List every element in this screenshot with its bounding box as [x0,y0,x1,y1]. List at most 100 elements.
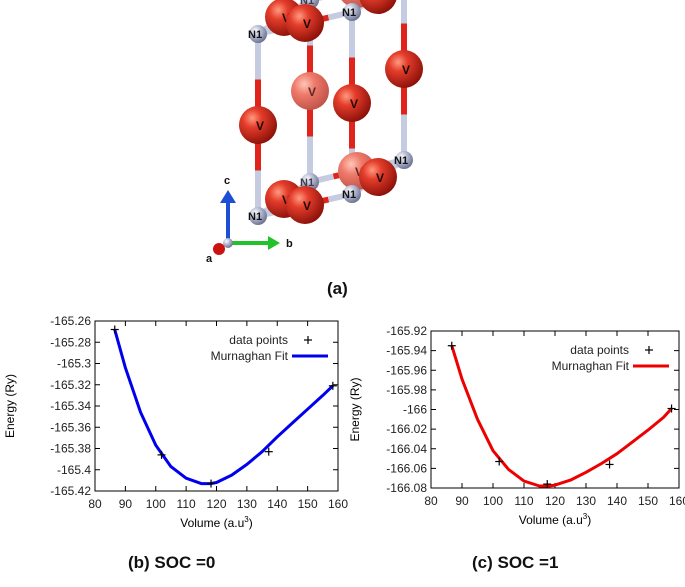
nitrogen-atom: N1 [248,25,267,43]
atom-label: V [376,0,384,3]
y-tick-label: -165.98 [386,383,427,397]
data-point [495,457,504,466]
atom-label: V [402,63,410,77]
data-point [328,381,337,390]
x-axis-label: Volume (a.u3) [519,512,592,527]
plot-soc0: -165.26 -165.28 -165.3 -165.32 -165.34 -165.3… [3,314,348,530]
vanadium-atom: V [359,158,397,196]
x-tick-label: 140 [607,494,627,508]
legend-label-fit: Murnaghan Fit [552,359,630,373]
x-tick-label: 80 [88,497,102,511]
atom-label: V [282,11,290,25]
nitrogen-atom: N1 [394,151,413,169]
data-point [157,450,166,459]
caption-a: (a) [327,279,348,298]
atom-label: V [376,171,384,185]
atom-label: N1 [300,177,314,189]
nitrogen-atom: N1 [342,3,361,21]
plot-border [94,320,339,492]
data-point [543,480,552,489]
y-tick-label: -165.36 [50,420,91,434]
fit-curve [113,329,334,486]
y-ticks: -165.92 -165.94 -165.96 -165.98 -166 -166.02 -… [386,324,679,495]
y-tick-label: -165.42 [50,484,91,498]
y-tick-label: -166.08 [386,481,427,495]
x-tick-label: 90 [455,494,469,508]
x-tick-label: 160 [669,494,685,508]
crystal-atoms: N1VN1VVN1VN1VVVVN1VN1VVN1VN1 [239,0,423,225]
x-tick-label: 140 [267,497,287,511]
x-tick-label: 100 [483,494,503,508]
plot-frame [430,330,680,489]
vanadium-atom: V [333,84,371,122]
legend-label-data-points: data points [570,343,629,357]
data-point [264,447,273,456]
nitrogen-atom: N1 [248,207,267,225]
y-tick-label: -166.04 [386,442,427,456]
legend: data points Murnaghan Fit [552,343,669,373]
x-tick-label: 150 [638,494,658,508]
x-tick-label: 110 [514,494,533,508]
legend-marker-data-points [645,346,653,354]
data-point [110,325,119,334]
x-tick-label: 110 [177,497,196,511]
x-axis-label-superscript: 3 [583,512,588,521]
atom-label: V [303,17,311,31]
x-tick-label: 120 [545,494,565,508]
y-tick-label: -165.92 [386,324,427,338]
y-tick-label: -165.28 [50,335,91,349]
x-axis-label-superscript: 3 [244,515,249,524]
a-axis-marker [213,243,225,255]
b-axis-arrowhead [268,236,280,250]
crystal-structure: N1VN1VVN1VN1VVVVN1VN1VVN1VN1 c b a [206,0,423,265]
x-tick-label: 80 [424,494,438,508]
y-tick-label: -165.34 [50,399,91,413]
plot-frame [94,320,339,492]
x-ticks: 80 90 100 110 120 130 140 150 160 [88,321,348,511]
atom-label: N1 [342,189,356,201]
atom-label: V [256,119,264,133]
y-tick-label: -165.26 [50,314,91,328]
vanadium-atom: V [286,186,324,224]
series-layer [447,341,676,489]
atom-label: N1 [248,211,262,223]
x-tick-label: 100 [146,497,166,511]
plot-soc1: -165.92 -165.94 -165.96 -165.98 -166 -166.02 -… [348,324,685,527]
atom-label: V [350,97,358,111]
atom-label: N1 [248,29,262,41]
a-axis-label: a [206,253,213,265]
y-tick-label: -165.3 [57,357,91,371]
y-axis-label: Energy (Ry) [348,377,362,441]
y-tick-label: -166.06 [386,461,427,475]
data-point [667,404,676,413]
x-tick-label: 150 [298,497,318,511]
vanadium-atom: V [385,50,423,88]
y-tick-label: -165.94 [386,344,427,358]
x-tick-label: 130 [237,497,257,511]
x-tick-label: 160 [328,497,348,511]
axes-origin [223,238,233,248]
vanadium-atom: V [286,4,324,42]
y-tick-label: -165.38 [50,442,91,456]
x-axis-label: Volume (a.u3) [180,515,253,530]
atom-label: N1 [394,155,408,167]
data-point [447,341,456,350]
plot-border [430,330,680,489]
vanadium-atom: V [239,106,277,144]
legend-marker-data-points [304,336,312,344]
y-tick-label: -166 [403,403,427,417]
axes-triad: c b a [206,175,293,265]
vanadium-atom: V [291,72,329,110]
x-tick-label: 90 [119,497,133,511]
y-tick-label: -166.02 [386,422,427,436]
x-ticks: 80 90 100 110 120 130 140 150 160 [424,331,685,508]
c-axis-arrowhead [220,190,236,203]
caption-b: (b) SOC =0 [128,553,216,572]
vanadium-atom: V [359,0,397,14]
fit-curve [450,345,673,488]
atom-label: N1 [300,0,314,7]
series-layer [110,325,337,488]
x-tick-label: 130 [576,494,596,508]
atom-label: V [282,193,290,207]
y-tick-label: -165.96 [386,363,427,377]
